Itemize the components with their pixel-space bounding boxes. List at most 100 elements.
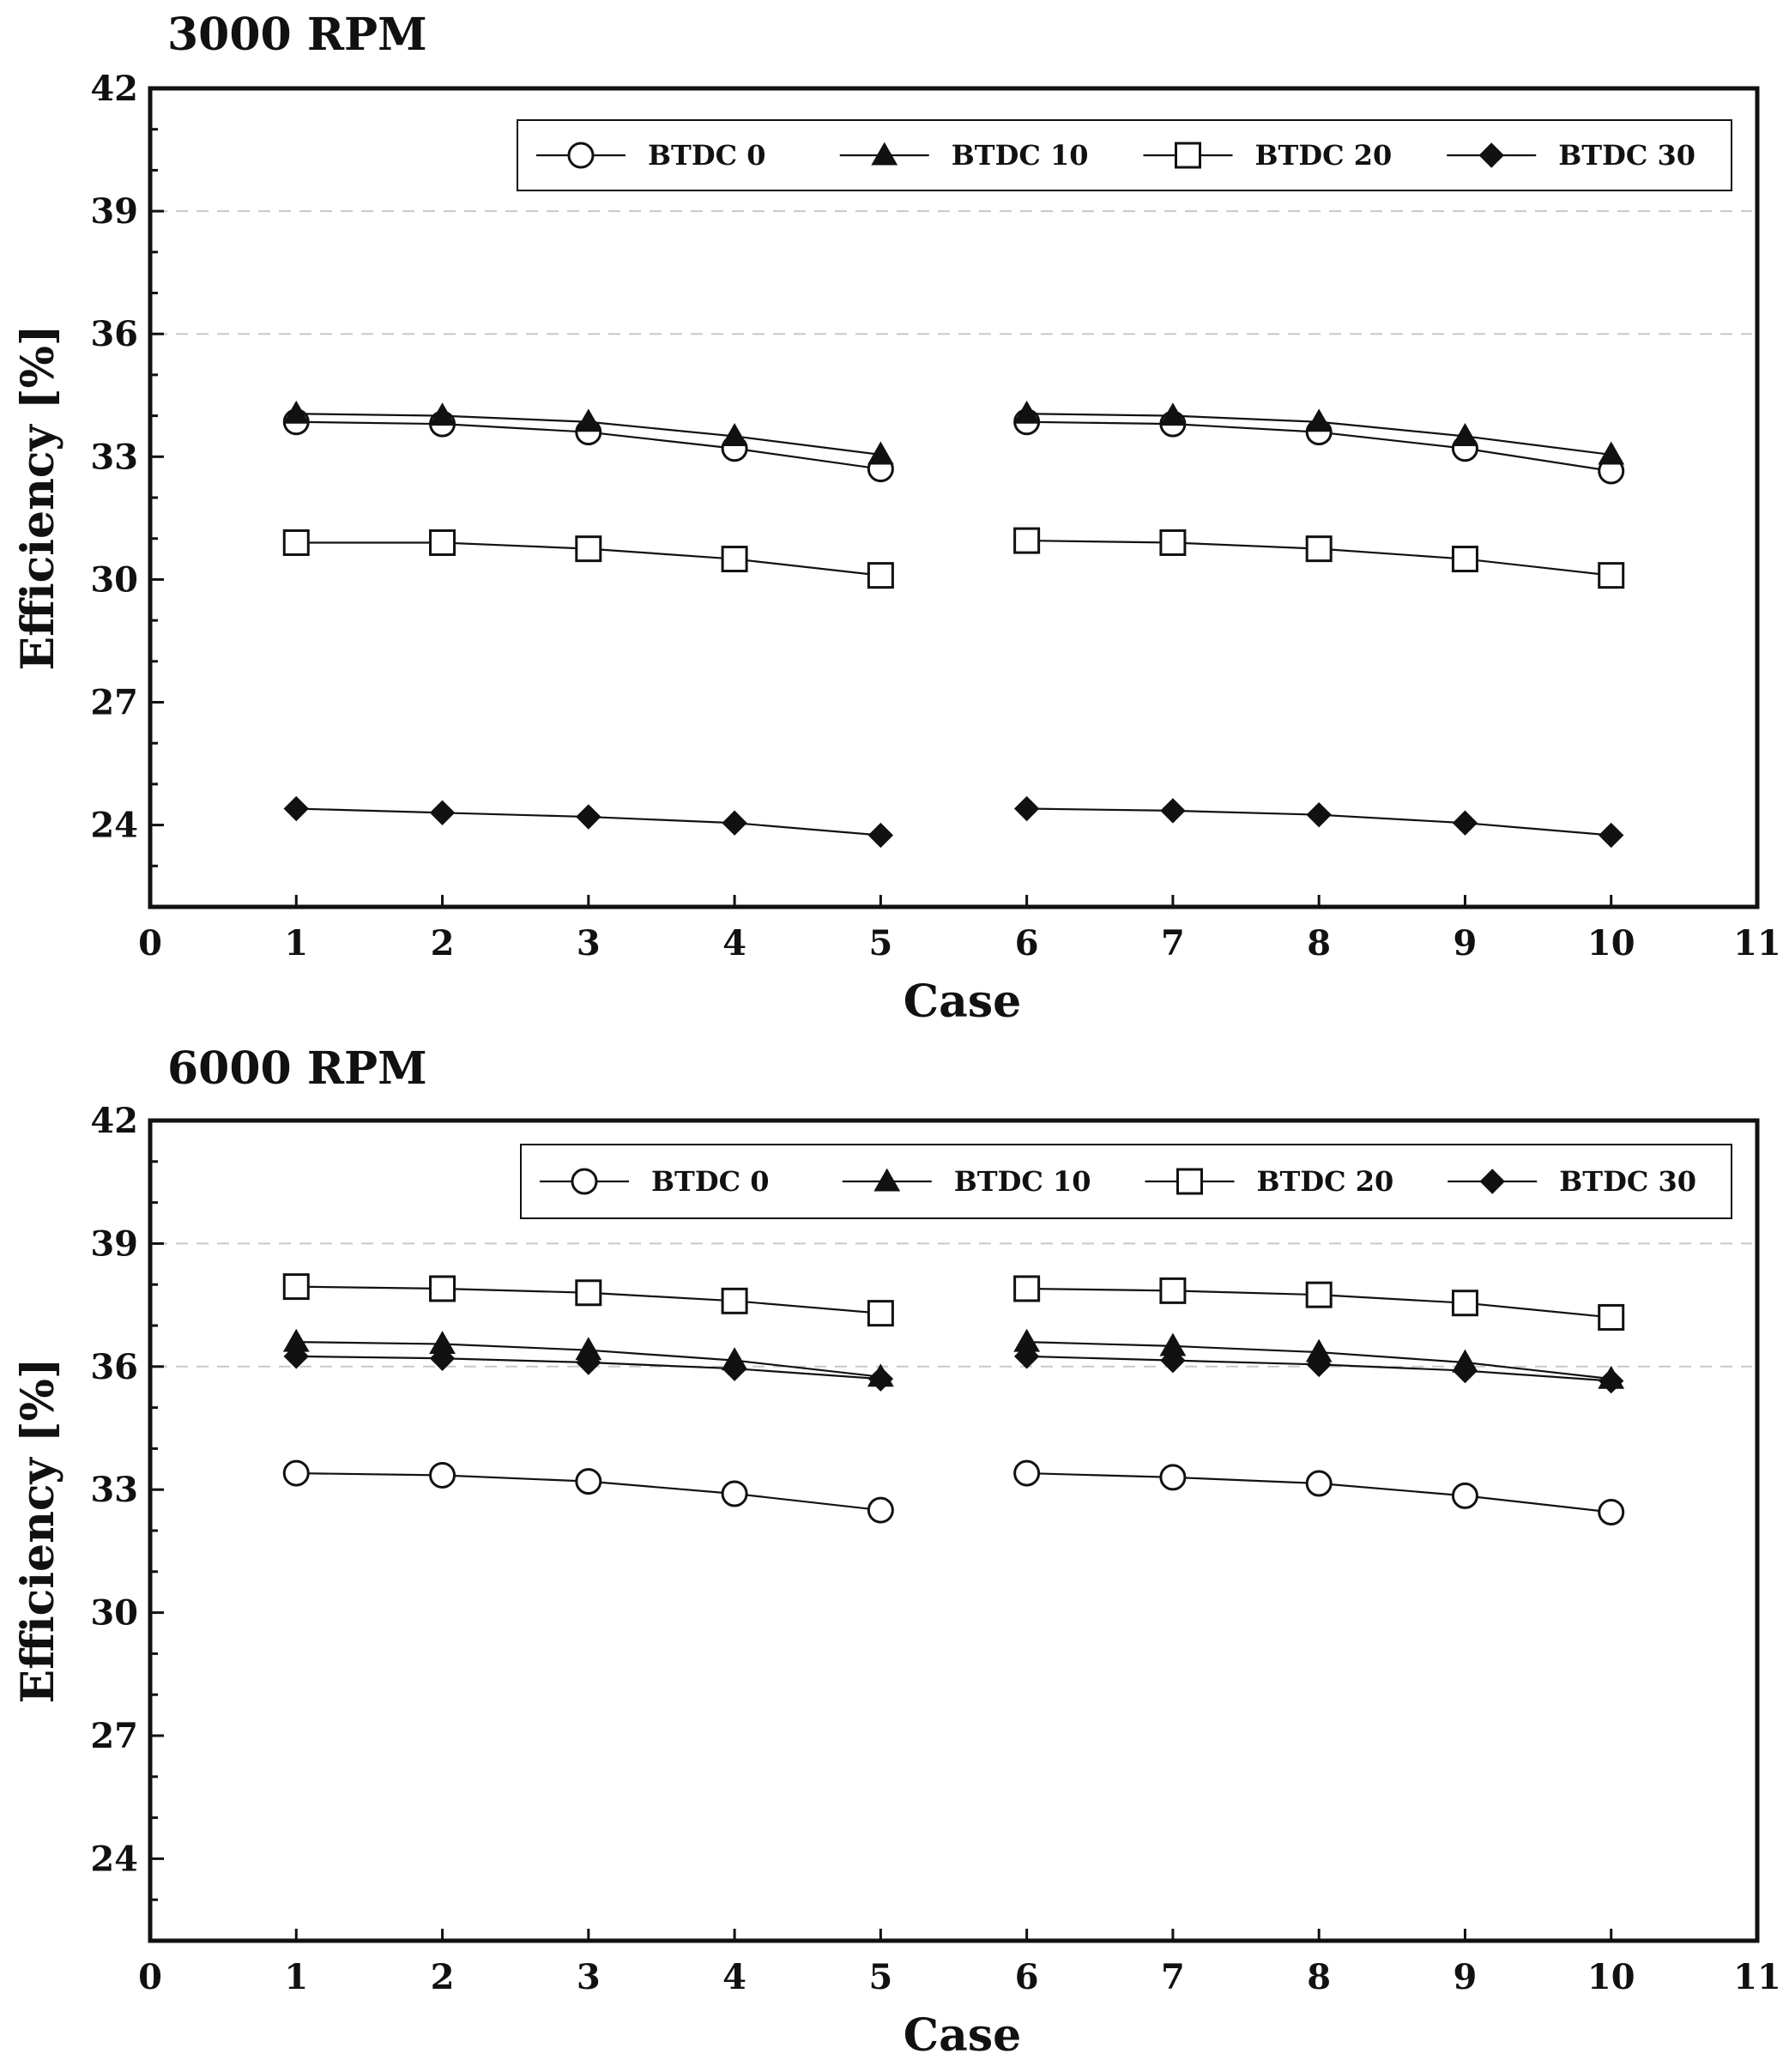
- x-tick-label: 4: [722, 1957, 746, 1997]
- x-tick-label: 6: [1015, 1957, 1039, 1997]
- x-tick-label: 4: [722, 923, 746, 964]
- x-tick-label: 9: [1454, 1957, 1478, 1997]
- data-point-btdc-20: [867, 1300, 894, 1327]
- legend-label-btdc-20: BTDC 20: [1257, 1165, 1394, 1198]
- data-point-btdc-10: [1452, 423, 1478, 446]
- data-point-btdc-30: [1160, 798, 1186, 824]
- data-point-btdc-30: [283, 795, 309, 822]
- data-point-btdc-10: [575, 1337, 602, 1361]
- data-point-btdc-10: [575, 408, 602, 432]
- data-point-btdc-10: [1598, 441, 1625, 465]
- data-point-btdc-30: [722, 810, 747, 836]
- data-point-btdc-0: [282, 1459, 310, 1487]
- legend-label-btdc-10: BTDC 10: [954, 1165, 1091, 1198]
- y-tick-label: 30: [90, 559, 138, 600]
- data-point-btdc-20: [429, 1275, 456, 1302]
- data-point-btdc-30: [576, 1350, 601, 1375]
- data-point-btdc-0: [575, 1468, 602, 1495]
- x-tick-label: 10: [1587, 923, 1635, 964]
- legend-marker-btdc-20: [1175, 142, 1201, 169]
- x-tick-label: 8: [1307, 1957, 1331, 1997]
- data-point-btdc-0: [1159, 1464, 1187, 1491]
- y-tick-label: 42: [90, 1101, 138, 1141]
- y-tick-label: 33: [90, 437, 138, 477]
- data-point-btdc-20: [429, 529, 456, 556]
- data-point-btdc-30: [1599, 1368, 1624, 1394]
- data-point-btdc-20: [1598, 1303, 1625, 1331]
- data-point-btdc-30: [722, 1356, 747, 1381]
- legend-marker-btdc-20: [1176, 1168, 1203, 1195]
- data-point-btdc-0: [429, 1461, 456, 1489]
- y-axis-label: Efficiency [%]: [12, 1358, 64, 1704]
- data-point-btdc-0: [1305, 1470, 1333, 1497]
- data-point-btdc-20: [1013, 527, 1041, 554]
- x-tick-label: 1: [284, 1957, 308, 1997]
- data-point-btdc-10: [282, 1328, 310, 1352]
- x-tick-label: 7: [1161, 923, 1185, 964]
- x-axis-label: Case: [904, 2009, 1021, 2062]
- legend-label-btdc-10: BTDC 10: [952, 139, 1089, 172]
- y-tick-label: 24: [90, 1839, 138, 1879]
- y-axis-label: Efficiency [%]: [12, 325, 64, 671]
- y-tick-label: 39: [90, 1223, 138, 1264]
- x-tick-label: 6: [1015, 923, 1039, 964]
- data-point-btdc-20: [1159, 529, 1187, 556]
- y-tick-label: 39: [90, 191, 138, 232]
- x-tick-label: 0: [138, 923, 162, 964]
- x-tick-label: 11: [1733, 1957, 1781, 1997]
- x-axis-label: Case: [904, 976, 1021, 1028]
- x-tick-label: 11: [1733, 923, 1781, 964]
- y-tick-label: 36: [90, 1347, 138, 1387]
- data-point-btdc-30: [1306, 801, 1332, 828]
- data-point-btdc-20: [575, 1279, 602, 1307]
- data-point-btdc-0: [1013, 1459, 1041, 1487]
- data-point-btdc-30: [1452, 810, 1478, 836]
- legend-marker-btdc-0: [567, 142, 595, 169]
- chart-title-3000-rpm: 3000 RPM: [167, 9, 427, 61]
- data-point-btdc-30: [1013, 795, 1040, 822]
- data-point-btdc-20: [721, 546, 748, 573]
- data-point-btdc-20: [282, 1273, 310, 1301]
- x-tick-label: 0: [138, 1957, 162, 1997]
- x-tick-label: 5: [868, 1957, 892, 1997]
- data-point-btdc-20: [1451, 1290, 1478, 1317]
- data-point-btdc-20: [1598, 562, 1625, 589]
- data-point-btdc-30: [429, 800, 456, 825]
- legend-label-btdc-0: BTDC 0: [651, 1165, 769, 1198]
- data-point-btdc-20: [867, 562, 894, 589]
- data-point-btdc-20: [1013, 1275, 1041, 1302]
- data-point-btdc-10: [429, 402, 456, 426]
- data-point-btdc-10: [1305, 1338, 1333, 1362]
- data-point-btdc-30: [1013, 1344, 1040, 1369]
- data-point-btdc-10: [1159, 1332, 1187, 1356]
- data-point-btdc-30: [867, 822, 894, 849]
- x-tick-label: 2: [431, 923, 455, 964]
- data-point-btdc-10: [1013, 400, 1041, 424]
- data-point-btdc-10: [867, 441, 894, 465]
- x-tick-label: 7: [1161, 1957, 1185, 1997]
- data-point-btdc-30: [867, 1366, 894, 1392]
- legend-marker-btdc-30: [1479, 1169, 1505, 1194]
- x-tick-label: 10: [1587, 1957, 1635, 1997]
- data-point-btdc-0: [721, 1480, 748, 1507]
- data-point-btdc-30: [1160, 1347, 1186, 1374]
- data-point-btdc-30: [429, 1345, 456, 1371]
- legend-marker-btdc-10: [873, 1168, 901, 1192]
- y-tick-label: 24: [90, 806, 138, 846]
- x-tick-label: 2: [431, 1957, 455, 1997]
- data-point-btdc-20: [1451, 546, 1478, 573]
- y-tick-label: 33: [90, 1470, 138, 1510]
- legend-label-btdc-0: BTDC 0: [648, 139, 765, 172]
- data-point-btdc-30: [576, 804, 601, 830]
- data-point-btdc-10: [1159, 402, 1187, 426]
- x-tick-label: 1: [284, 923, 308, 964]
- data-point-btdc-10: [282, 400, 310, 424]
- y-tick-label: 30: [90, 1593, 138, 1634]
- data-point-btdc-30: [1452, 1357, 1478, 1384]
- data-point-btdc-20: [1305, 1281, 1333, 1308]
- legend-marker-btdc-30: [1478, 142, 1504, 168]
- chart-title-6000-rpm: 6000 RPM: [167, 1042, 427, 1095]
- legend-marker-btdc-10: [871, 142, 898, 166]
